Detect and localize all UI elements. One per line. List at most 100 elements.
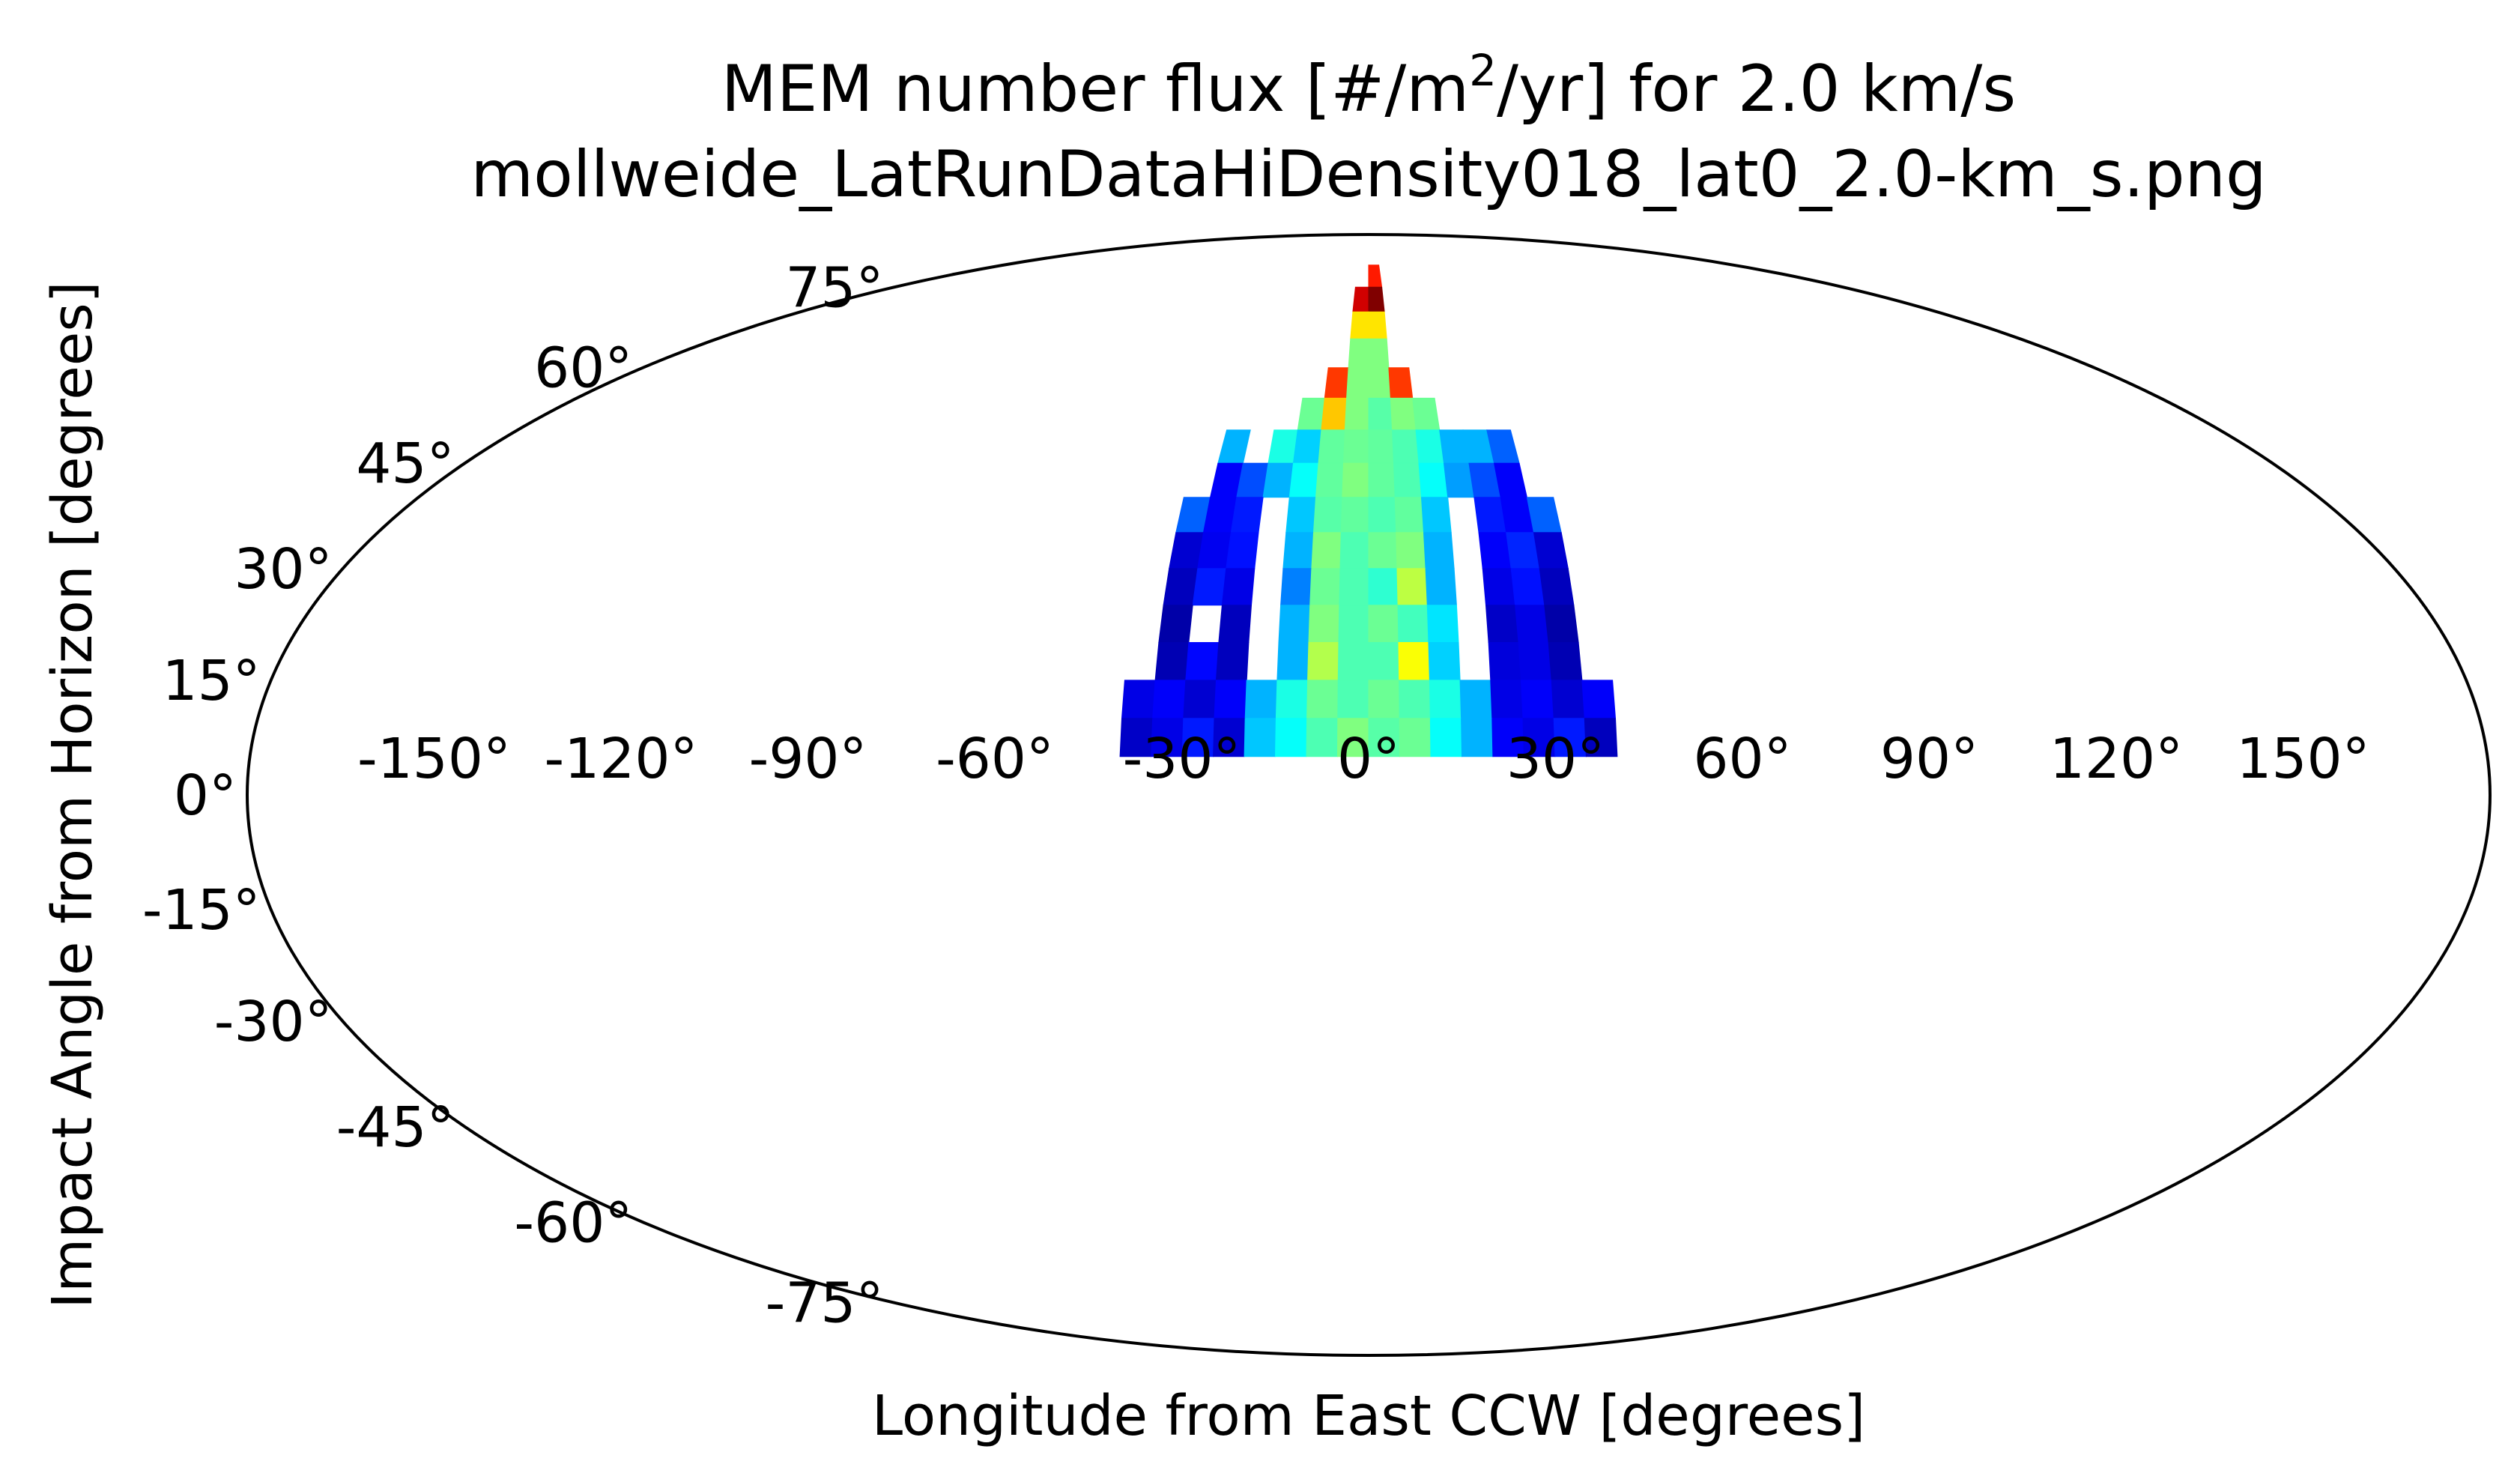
heatmap-cell	[1396, 532, 1426, 569]
heatmap-cell	[1297, 397, 1325, 431]
heatmap-cell	[1399, 680, 1431, 719]
x-tick-label: -150°	[357, 727, 511, 791]
heatmap-cell	[1274, 718, 1308, 757]
heatmap-cell	[1154, 642, 1190, 681]
heatmap-cell	[1415, 429, 1445, 464]
heatmap-cell	[1152, 680, 1187, 719]
heatmap-cell	[1399, 718, 1432, 757]
heatmap-cell	[1518, 642, 1552, 681]
heatmap-cell	[1280, 568, 1312, 606]
heatmap-cell	[1368, 642, 1400, 681]
heatmap-cell	[1368, 397, 1393, 431]
heatmap-cell	[1539, 568, 1575, 606]
y-tick-label: 30°	[234, 537, 332, 602]
heatmap-cell	[1461, 718, 1494, 757]
y-axis-label: Impact Angle from Horizon [degrees]	[40, 281, 105, 1308]
x-tick-label: -120°	[545, 727, 698, 791]
y-tick-label: 45°	[356, 432, 454, 496]
heatmap-cell	[1217, 429, 1251, 464]
heatmap-cell	[1337, 642, 1369, 681]
chart-title-superscript: 2	[1469, 45, 1497, 96]
heatmap-cell	[1548, 642, 1583, 681]
heatmap-cell	[1397, 605, 1429, 643]
heatmap-cell	[1348, 338, 1369, 369]
heatmap-cell	[1275, 680, 1309, 719]
heatmap-cell	[1488, 642, 1522, 681]
heatmap-cell	[1581, 680, 1617, 719]
heatmap-cell	[1342, 429, 1369, 464]
heatmap-cell	[1163, 568, 1199, 606]
heatmap-cell	[1551, 680, 1585, 719]
heatmap-cell	[1312, 497, 1343, 533]
heatmap-cell	[1307, 642, 1339, 681]
heatmap-cell	[1215, 642, 1250, 681]
heatmap-cell	[1285, 497, 1317, 533]
x-tick-label: -30°	[1123, 727, 1241, 791]
heatmap-cell	[1368, 264, 1383, 288]
heatmap-cell	[1390, 397, 1417, 431]
heatmap-cell	[1318, 429, 1345, 464]
heatmap-cell	[1282, 532, 1315, 569]
heatmap-cell	[1584, 718, 1618, 757]
x-tick-label: -60°	[936, 727, 1054, 791]
heatmap-cells	[1119, 264, 1618, 757]
heatmap-cell	[1192, 568, 1227, 606]
heatmap-cell	[1368, 568, 1399, 606]
heatmap-cell	[1429, 718, 1463, 757]
heatmap-cell	[1230, 497, 1264, 533]
heatmap-cell	[1368, 429, 1395, 464]
projection-boundary	[246, 233, 2492, 1357]
heatmap-cell	[1368, 286, 1385, 312]
heatmap-cell	[1276, 642, 1309, 681]
heatmap-cell	[1121, 680, 1156, 719]
heatmap-cell	[1338, 605, 1369, 643]
y-tick-label: 75°	[785, 255, 883, 320]
x-tick-label: 60°	[1693, 727, 1791, 791]
heatmap-cell	[1324, 367, 1349, 399]
heatmap-cell	[1214, 680, 1247, 719]
x-tick-label: -90°	[749, 727, 867, 791]
x-tick-label: 90°	[1880, 727, 1978, 791]
heatmap-cell	[1459, 680, 1493, 719]
y-tick-label: -15°	[142, 878, 261, 943]
heatmap-cell	[1368, 605, 1399, 643]
heatmap-cell	[1339, 568, 1369, 606]
heatmap-cell	[1309, 568, 1341, 606]
y-tick-label: -60°	[514, 1191, 632, 1255]
heatmap-cell	[1288, 462, 1319, 498]
heatmap-cell	[1368, 497, 1397, 533]
heatmap-cell	[1482, 568, 1516, 606]
heatmap-cell	[1346, 367, 1369, 399]
heatmap-cell	[1368, 367, 1391, 399]
chart-title-line2: mollweide_LatRunDataHiDensity018_lat0_2.…	[470, 137, 2266, 212]
heatmap-cell	[1226, 532, 1259, 569]
heatmap-cell	[1344, 397, 1369, 431]
heatmap-cell	[1368, 462, 1396, 498]
x-tick-label: 120°	[2050, 727, 2183, 791]
heatmap-cell	[1426, 605, 1459, 643]
heatmap-cell	[1398, 642, 1430, 681]
y-tick-label: 60°	[534, 336, 632, 401]
heatmap-cell	[1418, 462, 1449, 498]
heatmap-cell	[1388, 367, 1414, 399]
heatmap-cell	[1306, 718, 1339, 757]
heatmap-cell	[1478, 532, 1512, 569]
x-tick-labels: -150° -120° -90° -60° -30° 0° 30° 60° 90° 120° 150…	[357, 727, 2370, 791]
heatmap-cell	[1262, 462, 1294, 498]
chart-title-prefix: MEM number flux [#/m	[721, 52, 1469, 127]
heatmap-cell	[1515, 605, 1549, 643]
heatmap-cell	[1428, 642, 1461, 681]
heatmap-cell	[1485, 605, 1519, 643]
heatmap-cell	[1267, 429, 1298, 464]
heatmap-cell	[1185, 642, 1220, 681]
x-axis-label: Longitude from East CCW [degrees]	[872, 1384, 1865, 1448]
x-tick-label: 150°	[2236, 727, 2369, 791]
heatmap-cell	[1368, 338, 1390, 369]
heatmap-cell	[1311, 532, 1342, 569]
heatmap-cell	[1368, 680, 1400, 719]
heatmap-cell	[1368, 532, 1398, 569]
heatmap-cell	[1510, 568, 1545, 606]
heatmap-cell	[1308, 605, 1340, 643]
heatmap-cell	[1393, 462, 1423, 498]
chart-title-line1: MEM number flux [#/m2/yr] for 2.0 km/s	[721, 45, 2016, 127]
